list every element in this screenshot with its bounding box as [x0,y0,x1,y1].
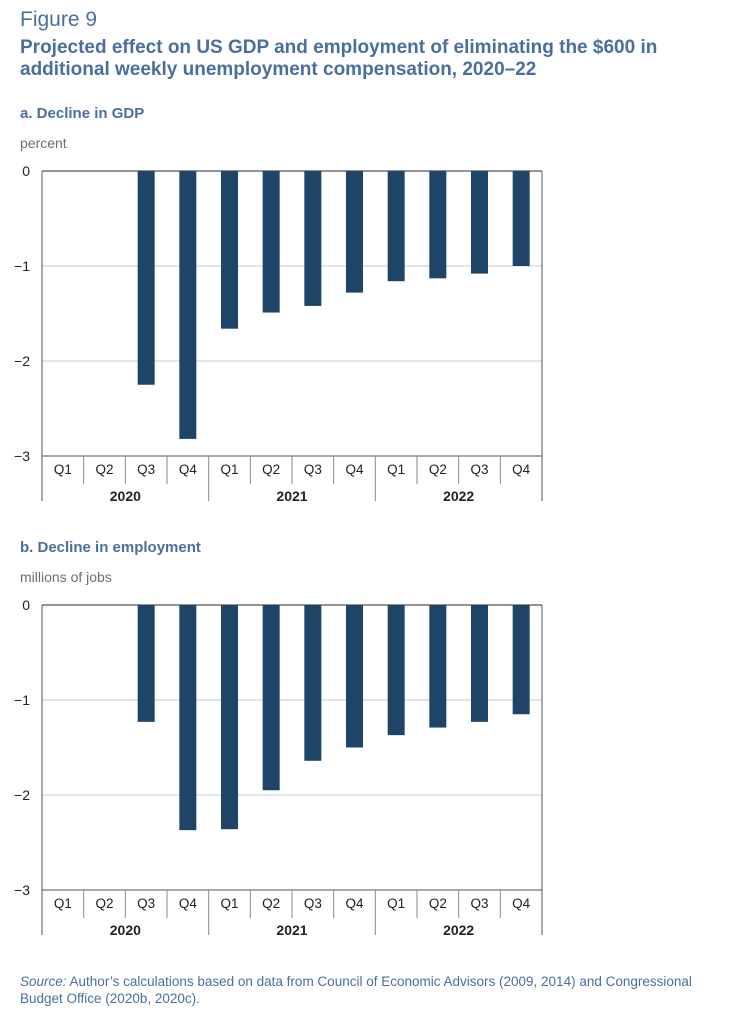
bar [137,605,155,722]
y-tick-label: −1 [14,258,30,274]
y-tick-label: −2 [14,787,30,803]
bar [304,605,322,761]
source-text: Author’s calculations based on data from… [20,974,692,1006]
category-label: Q4 [345,896,364,911]
y-tick-label: −2 [14,353,30,369]
category-label: Q1 [387,896,405,911]
source-note: Source: Author’s calculations based on d… [20,973,725,1007]
employment-decline-chart: 0 −1 −2 −3 Q1 Q2 Q3 Q4 Q1 Q2 Q3 Q4 Q1 Q2 Q3 Q4 2020 2021 2… [14,597,543,938]
bar [221,605,238,830]
category-label: Q4 [512,462,531,477]
category-label: Q1 [387,462,405,477]
category-label: Q1 [54,896,72,911]
bar [262,171,280,313]
bar [429,605,447,728]
panel-b-title: b. Decline in employment [20,539,201,556]
category-label: Q3 [137,462,155,477]
category-label: Q2 [429,896,447,911]
category-label: Q2 [262,462,280,477]
category-label: Q4 [179,896,198,911]
category-label: Q4 [179,462,198,477]
category-label: Q3 [470,462,488,477]
panel-a-title: a. Decline in GDP [20,105,145,122]
group-label: 2021 [276,488,307,504]
y-tick-label: −1 [14,692,30,708]
category-label: Q4 [345,462,364,477]
bar [221,171,238,329]
group-label: 2021 [276,922,307,938]
category-label: Q4 [512,896,531,911]
category-label: Q2 [95,462,113,477]
bar [179,605,197,831]
category-label: Q3 [304,896,322,911]
gdp-decline-chart: 0 −1 −2 −3 Q1 Q2 Q3 Q4 Q1 Q2 Q3 Q4 Q1 Q2 Q3 Q4 2020 2021 2… [14,163,543,504]
category-label: Q1 [220,896,238,911]
panel-a-unit: percent [20,135,67,151]
bar [471,171,488,274]
bar [512,171,530,266]
category-label: Q2 [262,896,280,911]
bar [346,605,363,748]
group-label: 2020 [110,488,141,504]
bar [512,605,530,715]
bar [387,171,405,282]
bar [429,171,447,279]
category-label: Q3 [470,896,488,911]
bar [179,171,197,439]
figure-label: Figure 9 [20,8,98,31]
category-label: Q1 [54,462,72,477]
category-label: Q3 [137,896,155,911]
y-tick-label: −3 [14,882,30,898]
category-label: Q3 [304,462,322,477]
y-tick-label: 0 [22,597,30,613]
category-label: Q2 [95,896,113,911]
figure-title: Projected effect on US GDP and employmen… [20,37,658,80]
bar [346,171,363,293]
group-label: 2022 [443,488,474,504]
y-tick-label: 0 [22,163,30,179]
category-label: Q2 [429,462,447,477]
source-label: Source: [20,974,67,989]
bar [471,605,488,722]
bar [387,605,405,736]
bar [137,171,155,385]
group-label: 2022 [443,922,474,938]
bar [304,171,322,306]
group-label: 2020 [110,922,141,938]
y-tick-label: −3 [14,448,30,464]
category-label: Q1 [220,462,238,477]
panel-b-unit: millions of jobs [20,569,112,585]
bar [262,605,280,791]
